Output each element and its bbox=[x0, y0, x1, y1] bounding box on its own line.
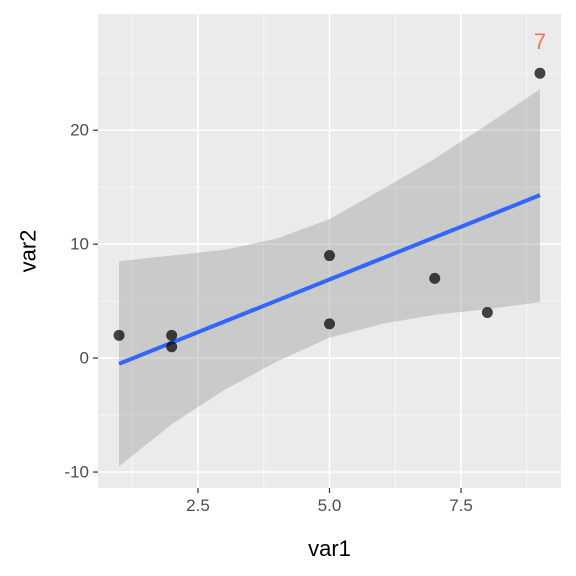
data-point bbox=[481, 307, 493, 319]
data-point bbox=[324, 318, 335, 330]
y-axis-title: var2 bbox=[16, 230, 41, 273]
annotation-layer: 7 bbox=[534, 29, 546, 54]
fit-line bbox=[118, 193, 541, 366]
y-tick-label: -10 bbox=[64, 463, 89, 482]
x-tick-label: 2.5 bbox=[186, 496, 210, 515]
data-point bbox=[166, 341, 178, 353]
x-tick-label: 7.5 bbox=[449, 496, 473, 515]
y-tick-label: 20 bbox=[70, 121, 89, 140]
point-layer bbox=[113, 67, 546, 353]
data-point bbox=[166, 329, 178, 341]
data-point bbox=[113, 329, 125, 341]
data-point bbox=[429, 272, 441, 284]
point-annotation: 7 bbox=[534, 29, 546, 54]
x-axis-ticks: 2.5 5.0 7.5 bbox=[186, 488, 473, 515]
fit-line-layer bbox=[118, 193, 541, 366]
x-axis-title: var1 bbox=[308, 536, 351, 561]
y-tick-label: 0 bbox=[80, 349, 89, 368]
data-point bbox=[534, 67, 546, 79]
y-axis-ticks: -10 0 10 20 bbox=[64, 121, 98, 482]
x-tick-label: 5.0 bbox=[318, 496, 342, 515]
data-point bbox=[324, 250, 335, 262]
y-tick-label: 10 bbox=[70, 235, 89, 254]
